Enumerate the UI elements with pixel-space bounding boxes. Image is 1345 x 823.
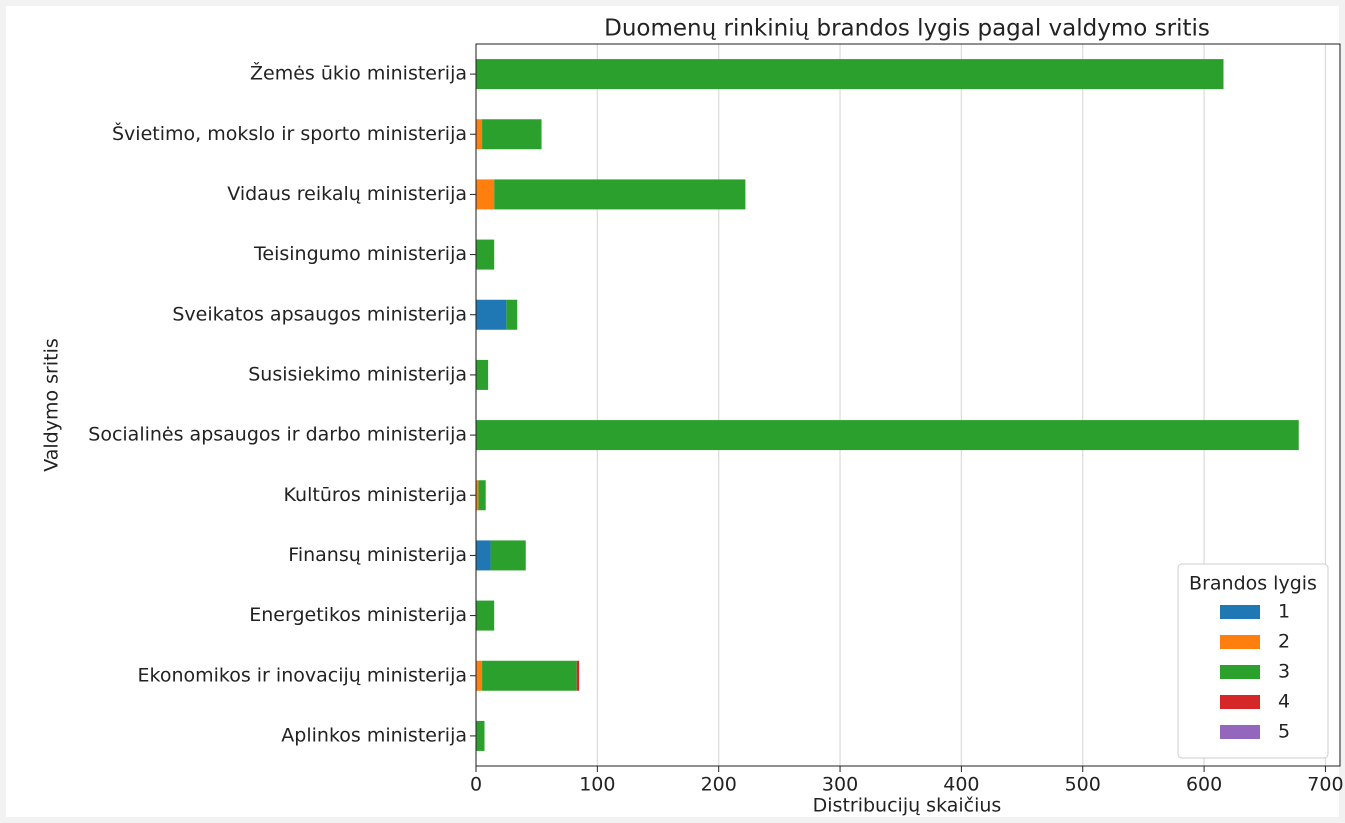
legend-swatch	[1220, 605, 1260, 619]
y-tick-label: Žemės ūkio ministerija	[250, 62, 467, 85]
x-tick-label: 0	[470, 774, 482, 796]
legend-box	[1177, 563, 1329, 759]
legend-swatch	[1220, 725, 1260, 739]
legend-swatch	[1220, 635, 1260, 649]
legend-label: 1	[1278, 601, 1290, 623]
bar-segment	[476, 480, 479, 511]
y-tick-label: Vidaus reikalų ministerija	[227, 183, 467, 205]
bar-segment	[476, 179, 495, 210]
y-tick-label: Susisiekimo ministerija	[248, 363, 467, 385]
x-tick-label: 300	[822, 774, 858, 796]
y-tick-label: Energetikos ministerija	[249, 604, 467, 626]
legend-label: 4	[1278, 691, 1290, 713]
bar-segment	[476, 540, 491, 571]
x-tick-label: 400	[943, 774, 979, 796]
x-tick-label: 200	[701, 774, 737, 796]
bar-segment	[476, 600, 495, 631]
bar-segment	[476, 239, 495, 270]
bar-segment	[476, 299, 507, 330]
bar-segment	[476, 660, 483, 691]
legend-label: 3	[1278, 661, 1290, 683]
chart-title: Duomenų rinkinių brandos lygis pagal val…	[604, 16, 1210, 42]
x-tick-label: 500	[1065, 774, 1101, 796]
bar-segment	[478, 480, 486, 511]
y-tick-label: Sveikatos apsaugos ministerija	[172, 303, 467, 325]
y-tick-label: Finansų ministerija	[288, 544, 467, 566]
bar-segment	[494, 179, 746, 210]
bar-segment	[576, 660, 580, 691]
y-tick-label: Švietimo, mokslo ir sporto ministerija	[112, 121, 467, 145]
y-tick-label: Socialinės apsaugos ir darbo ministerija	[88, 424, 467, 446]
y-tick-label: Ekonomikos ir inovacijų ministerija	[137, 664, 467, 686]
bar-segment	[482, 660, 577, 691]
x-axis-label: Distribucijų skaičius	[813, 795, 1002, 817]
bar-segment	[476, 359, 489, 390]
bar-segment	[506, 299, 518, 330]
y-tick-label: Aplinkos ministerija	[281, 724, 467, 746]
background	[6, 6, 1339, 817]
legend-label: 2	[1278, 631, 1290, 653]
plot-frame	[475, 43, 1341, 767]
x-tick-label: 100	[579, 774, 615, 796]
y-tick-label: Kultūros ministerija	[284, 484, 467, 506]
bar-segment	[476, 59, 1224, 90]
legend-swatch	[1220, 695, 1260, 709]
x-tick-label: 700	[1307, 774, 1343, 796]
legend-swatch	[1220, 665, 1260, 679]
legend-title: Brandos lygis	[1189, 573, 1317, 595]
bar-segment	[476, 720, 485, 751]
y-tick-label: Teisingumo ministerija	[253, 243, 467, 265]
bar-segment	[482, 119, 542, 150]
x-tick-label: 600	[1186, 774, 1222, 796]
bar-segment	[490, 540, 526, 571]
bar-segment	[476, 119, 483, 150]
legend-label: 5	[1278, 721, 1290, 743]
y-axis-label: Valdymo sritis	[41, 338, 63, 472]
bar-segment	[476, 420, 1299, 451]
